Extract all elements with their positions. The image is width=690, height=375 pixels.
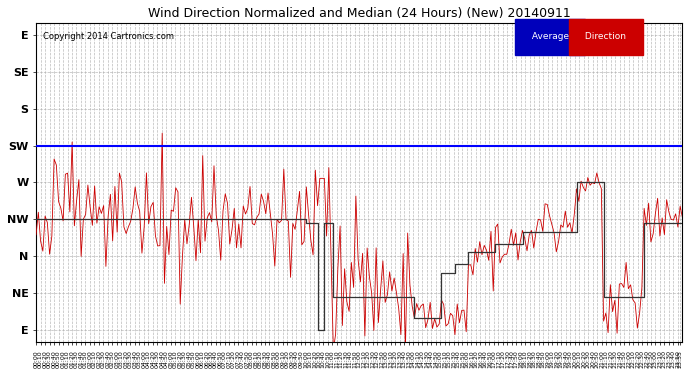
Text: Average: Average [529, 32, 571, 41]
Text: Copyright 2014 Cartronics.com: Copyright 2014 Cartronics.com [43, 32, 174, 41]
Text: Direction: Direction [582, 32, 629, 41]
Title: Wind Direction Normalized and Median (24 Hours) (New) 20140911: Wind Direction Normalized and Median (24… [148, 7, 571, 20]
